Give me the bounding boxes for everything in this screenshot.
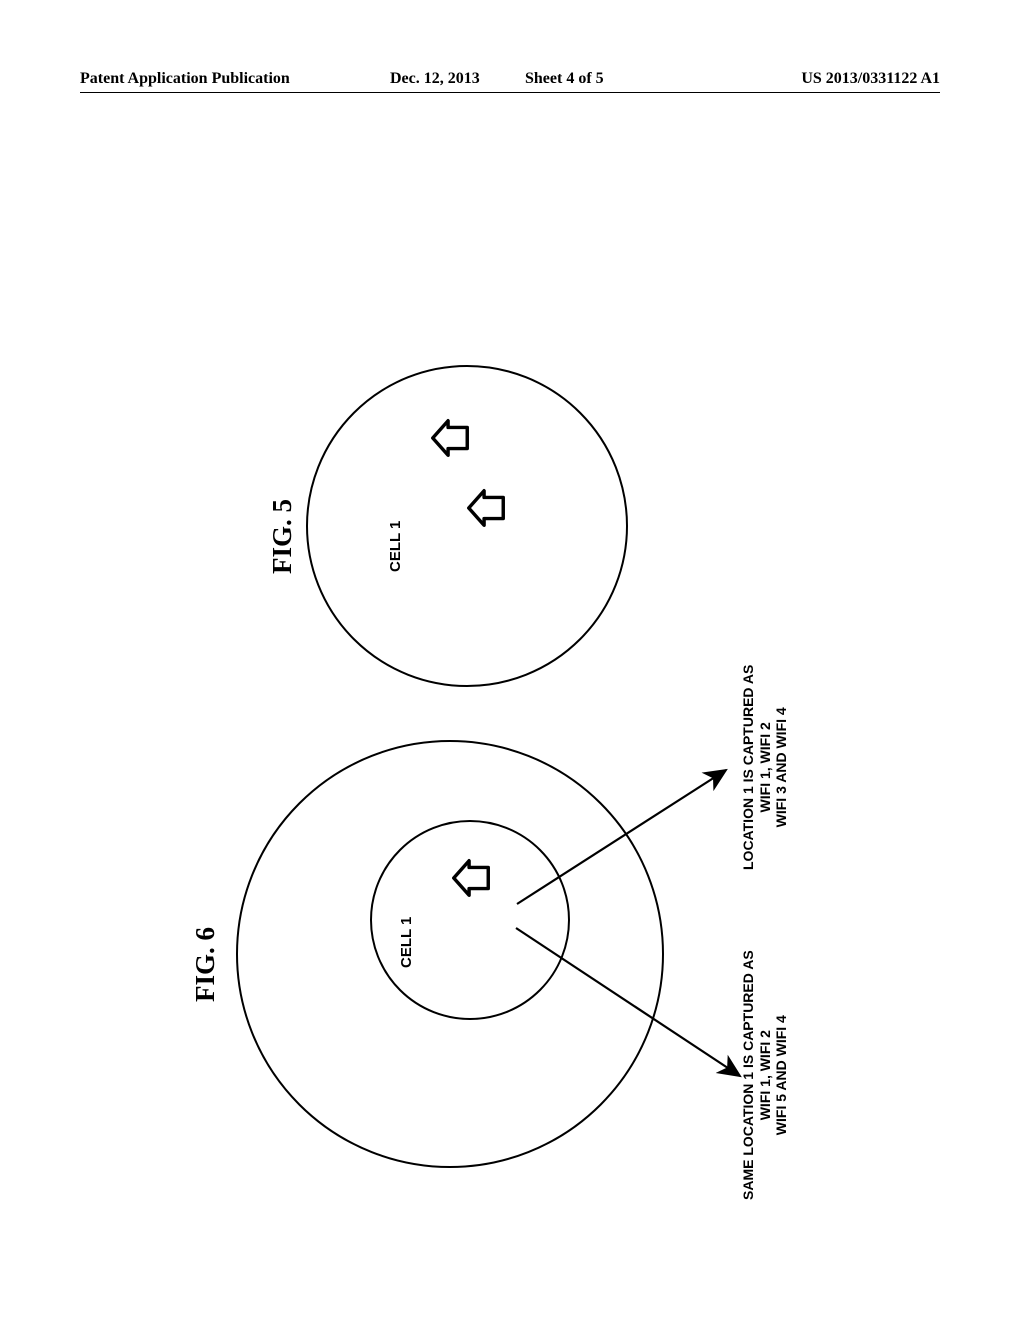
header-date: Dec. 12, 2013 [390,70,480,88]
fig6-annotation1: LOCATION 1 IS CAPTURED ASWIFI 1, WIFI 2W… [740,665,790,870]
fig6-label: FIG. 6 [190,927,221,1002]
header-docket: US 2013/0331122 A1 [801,70,940,88]
page-frame: Patent Application Publication Dec. 12, … [80,70,940,1250]
header-rule [80,92,940,93]
header-left: Patent Application Publication [80,70,290,88]
fig6-annotation2: SAME LOCATION 1 IS CAPTURED ASWIFI 1, WI… [740,950,790,1200]
header-sheet: Sheet 4 of 5 [525,70,604,88]
figure-area: CELL 1 FIG. 5 CELL 1 LOCATION 1 IS CAP [140,240,900,1200]
